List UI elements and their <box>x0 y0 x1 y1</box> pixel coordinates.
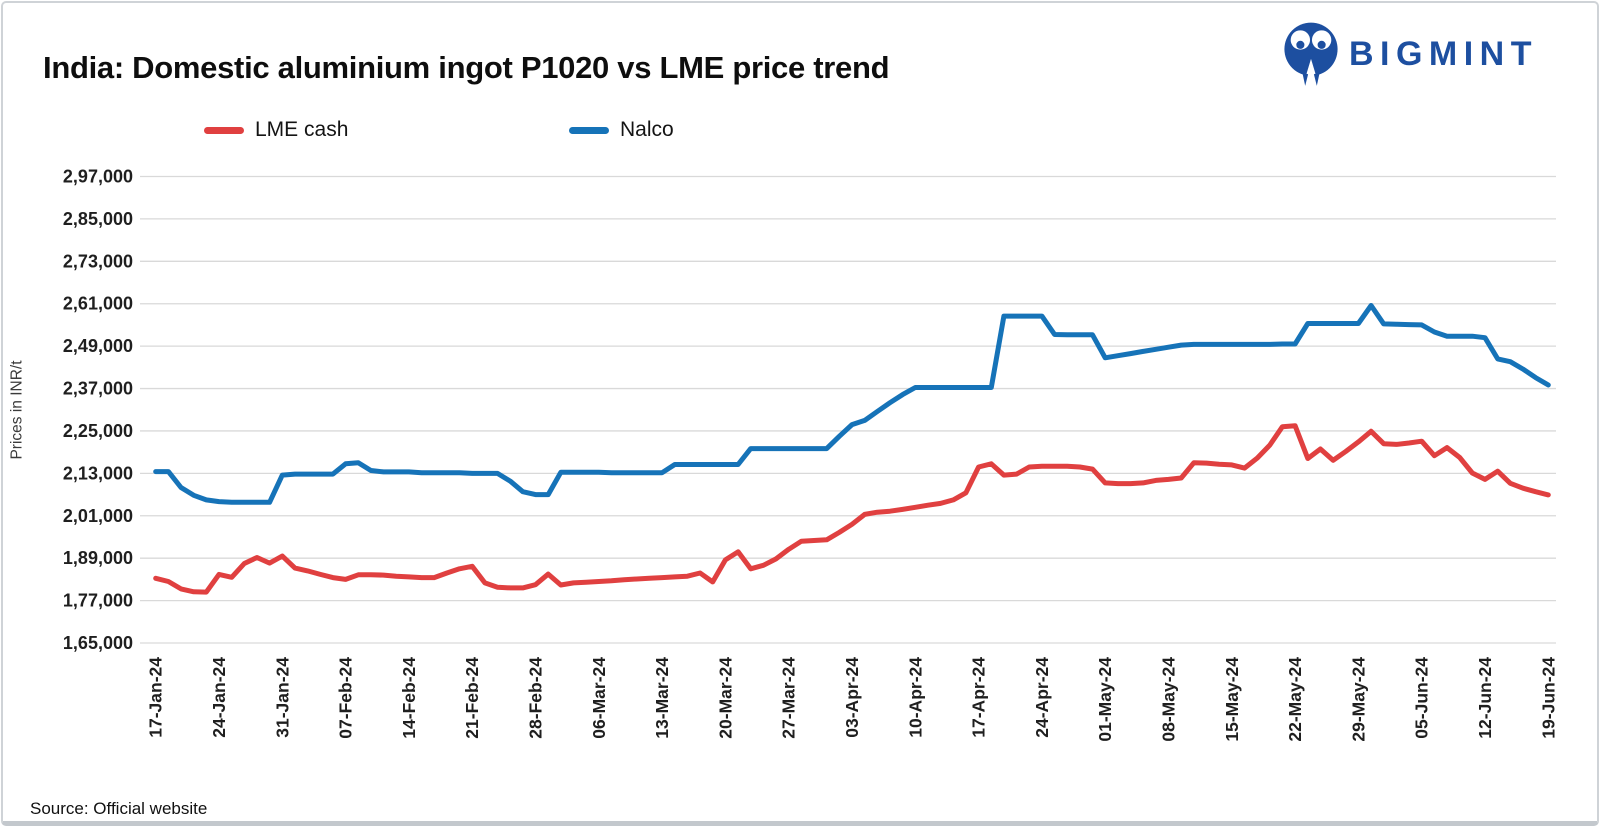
x-tick-label: 24-Apr-24 <box>1032 657 1052 738</box>
legend-item-lme-cash: LME cash <box>204 118 348 142</box>
x-tick-label: 28-Feb-24 <box>526 657 546 739</box>
x-tick-label: 17-Jan-24 <box>146 657 166 738</box>
logo-text: BIGMINT <box>1348 34 1538 73</box>
y-tick-label: 1,65,000 <box>63 633 133 653</box>
y-tick-label: 1,77,000 <box>63 591 133 611</box>
series-line-lme-cash <box>153 423 1551 595</box>
x-tick-label: 14-Feb-24 <box>399 657 419 739</box>
legend-label-lme-cash: LME cash <box>255 118 349 141</box>
y-tick-label: 2,37,000 <box>63 379 133 399</box>
legend-swatch-nalco <box>569 126 609 134</box>
x-tick-label: 29-May-24 <box>1348 657 1368 742</box>
x-tick-label: 10-Apr-24 <box>905 657 925 738</box>
legend-label-nalco: Nalco <box>620 118 674 141</box>
x-tick-label: 06-Mar-24 <box>589 657 609 739</box>
x-tick-label: 19-Jun-24 <box>1538 657 1558 739</box>
legend-item-nalco: Nalco <box>569 118 674 142</box>
bigmint-logo: BIGMINT <box>1282 20 1538 88</box>
x-tick-label: 15-May-24 <box>1222 657 1242 742</box>
y-tick-label: 2,97,000 <box>63 167 133 187</box>
page-title: India: Domestic aluminium ingot P1020 vs… <box>43 50 890 85</box>
x-tick-label: 13-Mar-24 <box>652 657 672 739</box>
x-tick-label: 01-May-24 <box>1095 657 1115 742</box>
owl-icon <box>1284 22 1338 86</box>
y-tick-label: 2,49,000 <box>63 336 133 356</box>
x-tick-label: 12-Jun-24 <box>1475 657 1495 739</box>
y-tick-label: 2,85,000 <box>63 209 133 229</box>
y-tick-label: 1,89,000 <box>63 548 133 568</box>
y-tick-label: 2,13,000 <box>63 463 133 483</box>
x-tick-label: 03-Apr-24 <box>842 657 862 738</box>
x-tick-label: 24-Jan-24 <box>209 657 229 738</box>
x-tick-label: 17-Apr-24 <box>969 657 989 738</box>
y-axis-title: Prices in INR/t <box>9 360 26 460</box>
source-note: Source: Official website <box>30 799 208 818</box>
x-tick-label: 21-Feb-24 <box>462 657 482 739</box>
legend: LME cash Nalco <box>0 118 1600 148</box>
x-tick-label: 31-Jan-24 <box>272 657 292 738</box>
y-tick-label: 2,01,000 <box>63 506 133 526</box>
x-tick-label: 22-May-24 <box>1285 657 1305 742</box>
y-tick-label: 2,25,000 <box>63 421 133 441</box>
y-tick-label: 2,61,000 <box>63 294 133 314</box>
x-tick-label: 27-Mar-24 <box>779 657 799 739</box>
y-tick-label: 2,73,000 <box>63 251 133 271</box>
x-tick-label: 05-Jun-24 <box>1412 657 1432 739</box>
series-line-nalco <box>153 303 1551 505</box>
x-tick-label: 07-Feb-24 <box>336 657 356 739</box>
x-tick-label: 20-Mar-24 <box>715 657 735 739</box>
x-tick-label: 08-May-24 <box>1159 657 1179 742</box>
legend-swatch-lme-cash <box>204 126 244 134</box>
